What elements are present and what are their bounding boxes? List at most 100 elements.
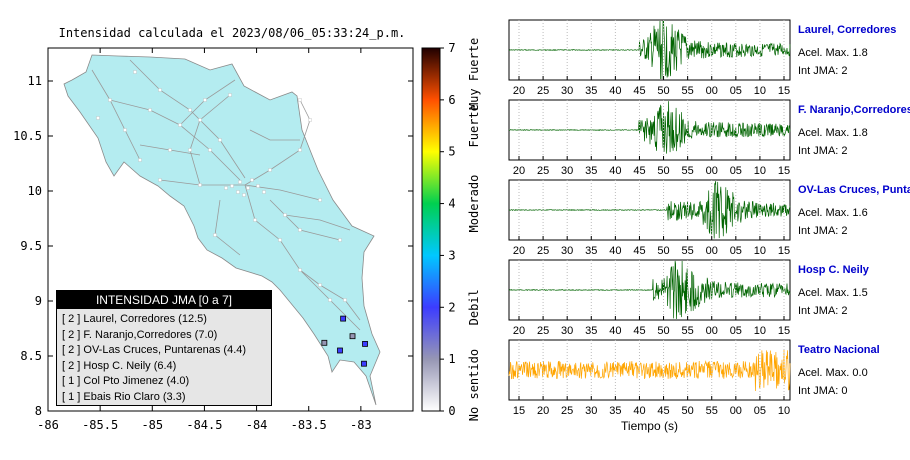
waveform-x-tick-label: 35 (585, 245, 597, 257)
waveform-x-tick-label: 25 (537, 165, 549, 177)
waveform-x-tick-label: 40 (609, 325, 621, 337)
waveform-panel: 20 25 30 35 40 45 50 55 00 05 10 15 Laurel, Corredor… (508, 19, 896, 97)
costa-rica-land (63, 54, 381, 406)
waveform-x-tick-label: 25 (537, 245, 549, 257)
intensity-band-label: No sentido (467, 349, 481, 421)
road-line (284, 214, 351, 231)
waveform-x-tick-label: 25 (537, 325, 549, 337)
town-dot (236, 190, 240, 194)
town-dot (283, 213, 287, 217)
town-dot (148, 108, 152, 112)
waveform-x-tick-label: 45 (633, 245, 645, 257)
waveform-x-tick-label: 35 (585, 325, 597, 337)
x-tick-label: -83 (350, 418, 372, 432)
road-line (244, 184, 361, 331)
legend-row: [ 1 ] Col Pto Jimenez (4.0) (62, 375, 190, 387)
waveform-x-tick-label: 10 (754, 245, 766, 257)
town-dot (108, 98, 112, 102)
colorbar-tick-label: 1 (448, 352, 455, 366)
waveform-x-tick-label: 20 (513, 165, 525, 177)
waveform-x-tick-label: 40 (609, 245, 621, 257)
waveform-jma-intensity: Int JMA: 2 (798, 225, 848, 237)
town-dot (158, 88, 162, 92)
town-dot (96, 116, 100, 120)
town-dot (256, 184, 260, 188)
legend-row: [ 2 ] F. Naranjo,Corredores (7.0) (62, 328, 218, 341)
waveform-panel: 20 25 30 35 40 45 50 55 00 05 10 15 F. Naranjo,Corre… (508, 99, 910, 177)
x-tick-label: -84 (246, 418, 268, 432)
legend-row: [ 1 ] Ebais Rio Claro (3.3) (62, 390, 186, 403)
station-marker (362, 340, 368, 347)
town-dot (308, 118, 312, 122)
waveform-x-tick-label: 05 (730, 245, 742, 257)
station-marker (321, 339, 328, 346)
waveform-x-tick-label: 50 (657, 325, 669, 337)
intensity-colorbar: 0 1 2 3 4 5 6 7 No sentido Debil Moderado FuerteMuy… (421, 38, 481, 421)
waveform-x-tick-label: 15 (778, 165, 790, 177)
y-tick-label: 9 (35, 294, 42, 308)
town-dot (246, 186, 250, 190)
town-dot (198, 183, 202, 187)
waveform-x-tick-label: 50 (657, 165, 669, 177)
colorbar-tick-label: 3 (448, 248, 455, 262)
waveform-x-tick-label: 40 (609, 85, 621, 97)
town-dot (178, 123, 182, 127)
y-tick-label: 11 (28, 74, 42, 88)
waveform-x-tick-label: 35 (585, 165, 597, 177)
waveform-x-tick-label: 05 (730, 165, 742, 177)
waveform-x-tick-label: 00 (706, 85, 718, 97)
waveform-x-tick-label: 10 (754, 325, 766, 337)
waveform-x-tick-label: 05 (730, 85, 742, 97)
waveform-x-tick-label: 45 (633, 165, 645, 177)
town-dot (298, 228, 302, 232)
town-dot (268, 168, 272, 172)
waveform-x-tick-label: 25 (561, 405, 573, 417)
station-marker (361, 360, 367, 367)
waveform-jma-intensity: Int JMA: 0 (798, 385, 848, 397)
waveform-x-tick-label: 50 (657, 85, 669, 97)
y-tick-label: 8.5 (20, 349, 42, 363)
waveform-panel: 20 25 30 35 40 45 50 55 00 05 10 15 OV-Las Cruces, P… (508, 179, 910, 257)
colorbar-tick-label: 2 (448, 300, 455, 314)
waveform-x-tick-label: 35 (609, 405, 621, 417)
colorbar-tick-label: 6 (448, 93, 455, 107)
x-tick-label: -85 (141, 418, 163, 432)
town-dot (328, 298, 332, 302)
country-landmass (63, 54, 381, 406)
town-dot (250, 178, 254, 182)
town-dot (298, 148, 302, 152)
waveform-x-tick-label: 10 (778, 405, 790, 417)
town-markers (96, 70, 347, 302)
road-line (299, 269, 361, 321)
waveform-panel: 15 20 25 30 35 40 45 50 55 00 05 10 Tiempo (s) Teatro… (508, 339, 880, 433)
intensity-band-label: Moderado (467, 175, 481, 233)
town-dot (343, 298, 347, 302)
intensity-band-label: Debil (467, 289, 481, 325)
waveform-trace (508, 180, 791, 239)
town-dot (242, 193, 246, 197)
town-dot (238, 180, 242, 184)
waveform-x-tick-label: 25 (537, 85, 549, 97)
town-dot (298, 98, 302, 102)
town-dot (188, 148, 192, 152)
town-dot (318, 198, 322, 202)
town-dot (138, 158, 142, 162)
town-dot (168, 148, 172, 152)
waveform-trace (508, 349, 791, 392)
waveform-station-name: F. Naranjo,Corredores (798, 104, 910, 116)
waveform-x-tick-label: 30 (561, 245, 573, 257)
waveform-x-tick-label: 05 (730, 325, 742, 337)
town-dot (158, 178, 162, 182)
map-border (47, 47, 414, 412)
waveform-station-name: OV-Las Cruces, Puntar (798, 184, 910, 196)
waveform-x-tick-label: 45 (633, 325, 645, 337)
waveform-x-tick-label: 45 (633, 85, 645, 97)
waveform-x-tick-label: 30 (561, 325, 573, 337)
waveform-x-tick-label: 20 (513, 85, 525, 97)
waveform-x-tick-label: 15 (513, 405, 525, 417)
y-tick-label: 9.5 (20, 239, 42, 253)
town-dot (224, 186, 228, 190)
waveform-max-accel: Acel. Max. 1.8 (798, 47, 868, 59)
map-axes: -86 -85.5 -85 -84.5 -84 -83.5 -83 8 8.5 9 9.5 10 10.… (13, 48, 413, 432)
